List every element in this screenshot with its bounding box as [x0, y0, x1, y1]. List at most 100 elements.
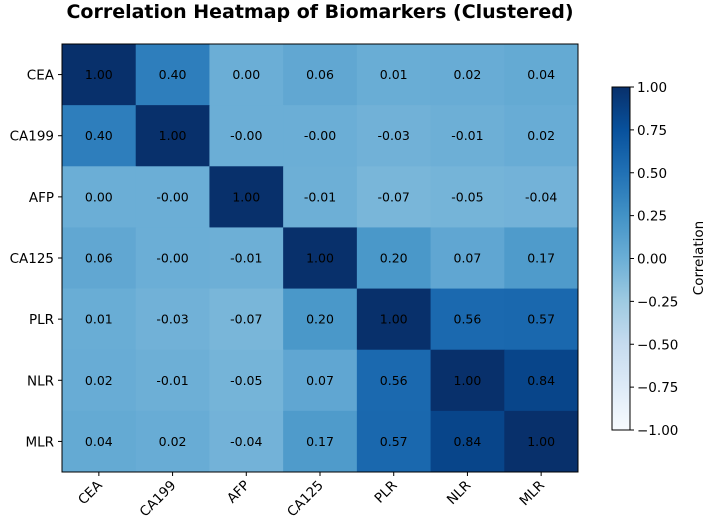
cell-value-label: -0.07	[230, 312, 262, 327]
heatmap-cell	[356, 349, 432, 412]
heatmap-cell	[430, 349, 505, 412]
row-tick-label: AFP	[29, 190, 54, 206]
colorbar-tick-label: −0.50	[637, 337, 678, 353]
colorbar-label: Correlation	[691, 221, 705, 295]
colorbar-tick-label: −1.00	[637, 423, 678, 439]
heatmap-cell	[356, 105, 432, 167]
heatmap-cell	[356, 227, 432, 290]
heatmap-cell	[62, 349, 137, 412]
heatmap-cell	[283, 44, 358, 106]
heatmap-cell	[135, 227, 210, 290]
row-tick-label: PLR	[29, 312, 54, 328]
cell-value-label: 0.40	[159, 67, 187, 82]
heatmap-cell	[62, 288, 137, 351]
cell-value-label: -0.04	[230, 434, 262, 449]
heatmap-cell	[283, 410, 358, 473]
heatmap-cell	[356, 410, 432, 473]
cell-value-label: 0.01	[85, 312, 113, 327]
cell-value-label: 0.57	[527, 312, 555, 327]
cell-value-label: 0.02	[85, 373, 113, 388]
cell-value-label: -0.01	[304, 189, 336, 204]
heatmap-cell	[430, 44, 505, 106]
cell-value-label: 0.57	[380, 434, 408, 449]
cell-value-label: -0.01	[230, 251, 262, 266]
heatmap-cell	[135, 349, 210, 412]
cell-value-label: 0.07	[454, 251, 482, 266]
cell-value-label: 0.06	[85, 251, 113, 266]
heatmap-cell	[209, 288, 284, 351]
heatmap-cell	[283, 166, 358, 228]
heatmap-cell	[135, 166, 210, 228]
cell-value-label: 0.07	[306, 373, 334, 388]
cell-value-label: -0.00	[156, 189, 188, 204]
cell-value-label: 0.84	[527, 373, 555, 388]
cell-value-label: 1.00	[232, 189, 260, 204]
cell-value-label: -0.04	[525, 189, 557, 204]
cell-value-label: 0.20	[380, 251, 408, 266]
cell-value-label: 1.00	[159, 128, 187, 143]
cell-value-label: 1.00	[306, 251, 334, 266]
heatmap-cell	[504, 288, 579, 351]
heatmap-cell	[209, 227, 284, 290]
heatmap-cell	[209, 349, 284, 412]
heatmap-cell	[504, 44, 579, 106]
row-tick-label: MLR	[25, 434, 54, 450]
row-tick-label: CA199	[10, 129, 54, 145]
cell-value-label: 0.06	[306, 67, 334, 82]
heatmap-cell	[283, 105, 358, 167]
cell-value-label: -0.03	[378, 128, 410, 143]
cell-value-label: 0.02	[454, 67, 482, 82]
heatmap-cell	[62, 44, 137, 106]
column-tick-label: NLR	[444, 478, 474, 508]
cell-value-label: 0.56	[380, 373, 408, 388]
colorbar-tick-label: 0.75	[637, 123, 667, 139]
heatmap-cell	[135, 410, 210, 473]
cell-value-label: 1.00	[380, 312, 408, 327]
cell-value-label: 0.02	[527, 128, 555, 143]
heatmap-cell	[135, 105, 210, 167]
row-tick-labels: CEA CA199 AFP CA125 PLR NLR MLR	[10, 68, 62, 450]
heatmap-cell	[430, 166, 505, 228]
heatmap-cell	[430, 227, 505, 290]
column-tick-label: CA199	[137, 478, 180, 521]
cell-value-label: 0.01	[380, 67, 408, 82]
cell-value-label: 0.02	[159, 434, 187, 449]
cell-value-label: -0.03	[156, 312, 188, 327]
chart-title: Correlation Heatmap of Biomarkers (Clust…	[66, 1, 573, 23]
cell-value-label: -0.00	[304, 128, 336, 143]
cell-value-label: 0.00	[85, 189, 113, 204]
colorbar	[611, 86, 631, 431]
heatmap-cell	[135, 288, 210, 351]
row-tick-label: CEA	[27, 68, 55, 84]
column-tick-label: CEA	[75, 477, 106, 508]
heatmap-cell	[504, 349, 579, 412]
heatmap-cell	[283, 349, 358, 412]
heatmap-cell	[209, 166, 284, 228]
column-tick-label: PLR	[372, 478, 401, 507]
heatmap-cell	[356, 288, 432, 351]
heatmap-cells	[62, 44, 579, 473]
row-tick-label: NLR	[27, 373, 54, 389]
cell-value-label: 0.04	[527, 67, 555, 82]
heatmap-cell	[430, 410, 505, 473]
colorbar-tick-label: 0.25	[637, 209, 667, 225]
heatmap-cell	[62, 227, 137, 290]
heatmap-cell	[356, 44, 432, 106]
heatmap-cell	[504, 166, 579, 228]
heatmap-cell-labels: 1.00 0.40 0.00 0.06 0.01 0.02 0.04 0.40 1.00 -0.0…	[85, 67, 557, 449]
cell-value-label: 1.00	[527, 434, 555, 449]
column-tick-label: AFP	[224, 478, 253, 507]
heatmap-cell	[283, 288, 358, 351]
colorbar-tick-label: 0.00	[637, 252, 667, 268]
heatmap-cell	[135, 44, 210, 106]
heatmap-cell	[283, 227, 358, 290]
cell-value-label: 0.56	[454, 312, 482, 327]
cell-value-label: 0.40	[85, 128, 113, 143]
heatmap-cell	[209, 410, 284, 473]
colorbar-tick-label: 0.50	[637, 166, 667, 182]
cell-value-label: 1.00	[454, 373, 482, 388]
heatmap-cell	[430, 105, 505, 167]
colorbar-tick-label: 1.00	[637, 80, 667, 96]
cell-value-label: 0.00	[232, 67, 260, 82]
colorbar-tick-label: −0.75	[637, 380, 678, 396]
